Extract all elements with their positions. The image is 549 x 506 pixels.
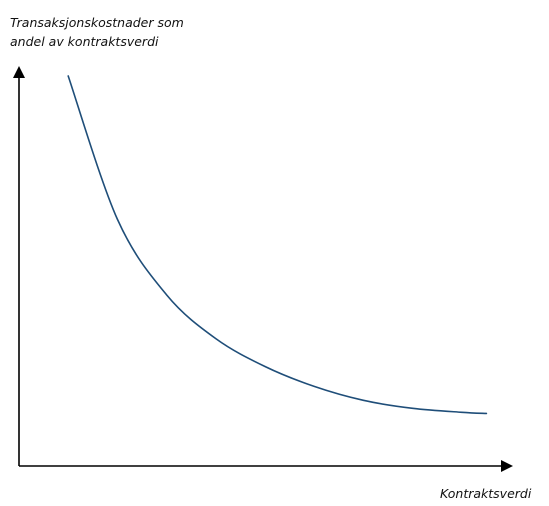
y-axis-label: Transaksjonskostnader som andel av kontr…	[10, 13, 250, 51]
x-axis-arrow-icon	[501, 460, 513, 472]
y-axis-label-line-1: Transaksjonskostnader som	[10, 15, 184, 30]
x-axis-label: Kontraktsverdi	[440, 486, 532, 501]
series-line-0	[67, 75, 488, 415]
y-axis-label-line-2: andel av kontraktsverdi	[10, 34, 159, 49]
y-axis-arrow-icon	[13, 66, 25, 78]
